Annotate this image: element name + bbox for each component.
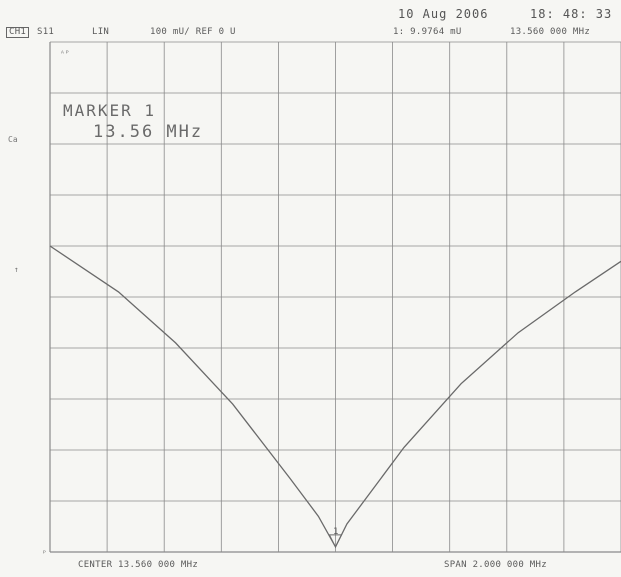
time-label: 18: 48: 33 (530, 7, 613, 21)
format-label: LIN (92, 27, 110, 37)
marker-frequency: 13.560 000 MHz (510, 27, 591, 37)
marker-value: 13.56 MHz (93, 122, 204, 142)
marker-number: 1 (333, 527, 339, 537)
ca-label: Ca (8, 135, 18, 144)
top-axis-mark: ᴬᴾ (60, 49, 70, 58)
marker-1-symbol (328, 534, 343, 549)
marker-title: MARKER 1 (63, 101, 157, 120)
bottom-axis-mark: ᴾ (42, 549, 47, 558)
center-frequency: CENTER 13.560 000 MHz (78, 560, 199, 570)
parameter-label: S11 (37, 27, 55, 37)
reference-arrow: ↑ (14, 265, 19, 274)
channel-label: CH1 (6, 27, 30, 38)
marker-triangle (328, 534, 343, 549)
date-label: 10 Aug 2006 (398, 7, 489, 21)
marker-readout: 1: 9.9764 mU (393, 27, 462, 37)
span-frequency: SPAN 2.000 000 MHz (444, 560, 547, 570)
plot-grid (49, 41, 621, 553)
scale-label: 100 mU/ REF 0 U (150, 27, 236, 37)
